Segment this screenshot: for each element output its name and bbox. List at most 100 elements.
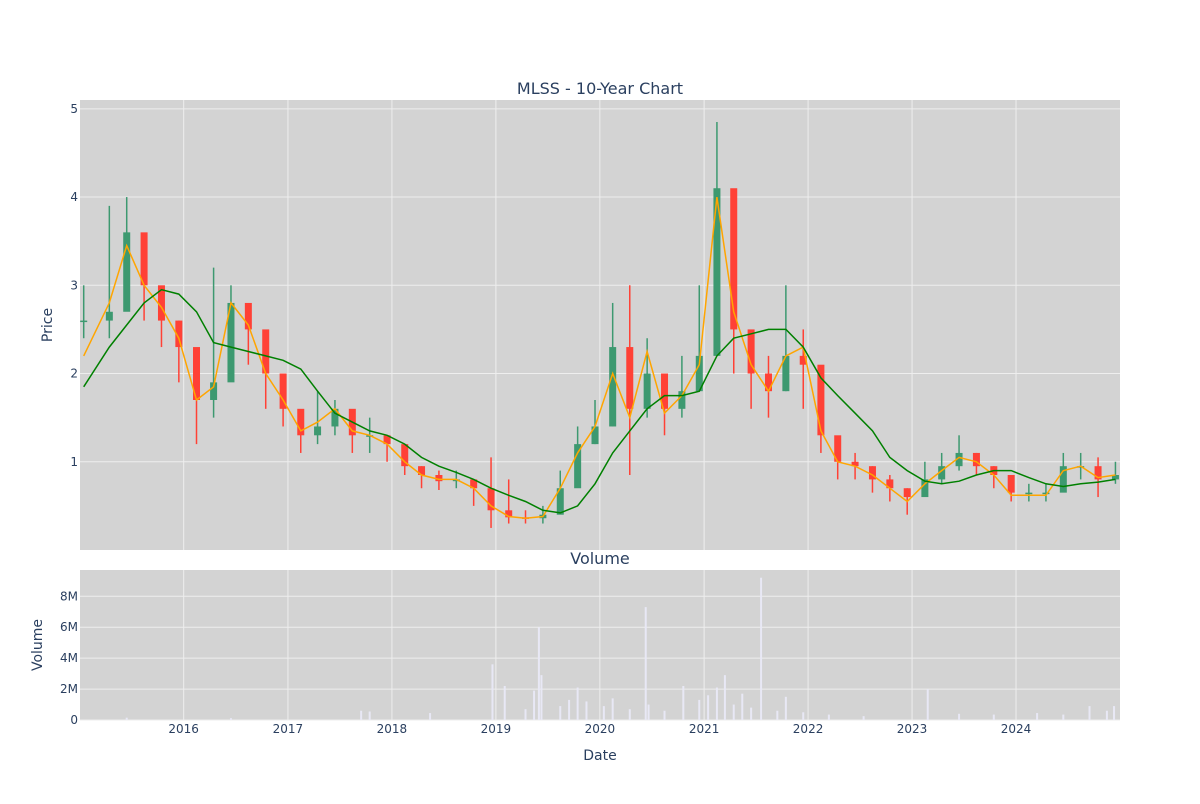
price-y-tick-label: 4 — [70, 190, 78, 204]
candle-body — [80, 320, 88, 323]
volume-bar — [559, 706, 562, 720]
candle-body — [799, 355, 807, 365]
volume-bar — [1088, 706, 1091, 720]
candle-body — [193, 347, 201, 400]
volume-bar — [682, 685, 685, 720]
candle-body — [1059, 466, 1067, 493]
candle-body — [383, 435, 391, 445]
volume-bar — [698, 699, 701, 720]
candle-body — [747, 329, 755, 374]
volume-bar — [663, 710, 666, 720]
volume-y-tick-label: 6M — [60, 620, 78, 634]
candle-body — [556, 488, 564, 515]
x-tick-label: 2018 — [377, 722, 408, 736]
volume-grid — [80, 570, 1120, 721]
volume-y-tick-label: 4M — [60, 651, 78, 665]
candle-body — [972, 452, 980, 467]
volume-bar — [628, 709, 631, 720]
volume-axis-title: Volume — [30, 619, 46, 671]
price-y-ticks: 1 2 3 4 5 — [70, 102, 78, 469]
price-y-tick-label: 1 — [70, 455, 78, 469]
volume-bar — [125, 717, 128, 720]
volume-bar — [802, 712, 805, 720]
candle-body — [955, 452, 963, 467]
candle-body — [470, 479, 478, 489]
candle-body — [279, 373, 287, 409]
candle-body — [661, 373, 669, 409]
price-axis-title: Price — [40, 308, 56, 342]
volume-bar — [602, 706, 605, 720]
candle-body — [626, 347, 634, 409]
candle-body — [418, 466, 426, 475]
candle-body — [401, 444, 409, 467]
candle-body — [244, 302, 252, 330]
volume-bar — [611, 698, 614, 720]
volume-bar — [576, 687, 579, 720]
x-tick-label: 2017 — [273, 722, 304, 736]
x-tick-label: 2019 — [481, 722, 512, 736]
candle-body — [435, 475, 443, 482]
candle-body — [591, 426, 599, 445]
volume-bar — [862, 716, 865, 720]
candle-body — [782, 355, 790, 392]
volume-y-tick-label: 0 — [70, 713, 78, 727]
volume-bar — [760, 577, 763, 720]
candle-body — [868, 466, 876, 480]
candle-body — [834, 435, 842, 462]
candle-body — [713, 188, 721, 356]
volume-bar — [537, 627, 540, 720]
price-y-tick-label: 3 — [70, 278, 78, 292]
volume-bar — [715, 687, 718, 720]
x-tick-label: 2016 — [168, 722, 199, 736]
volume-bar — [1113, 706, 1116, 720]
candle-body — [123, 232, 131, 312]
candle-body — [678, 391, 686, 409]
candle-body — [921, 479, 929, 498]
candle-body — [175, 320, 183, 348]
candle-body — [105, 311, 113, 321]
candle-body — [157, 285, 165, 321]
candle-body — [695, 355, 703, 392]
volume-bar — [1105, 710, 1108, 720]
candle-body — [903, 488, 911, 498]
x-tick-label: 2021 — [689, 722, 720, 736]
candle-body — [817, 364, 825, 436]
x-tick-label: 2023 — [897, 722, 928, 736]
candle-body — [1094, 466, 1102, 480]
candle-body — [140, 232, 148, 286]
x-tick-label: 2024 — [1001, 722, 1032, 736]
candle-body — [574, 444, 582, 489]
volume-bar — [992, 714, 995, 720]
price-grid — [80, 100, 1120, 550]
volume-bar — [524, 709, 527, 720]
volume-bar — [503, 685, 506, 720]
candlestick-series — [80, 122, 1119, 528]
volume-bar — [707, 695, 710, 720]
volume-bar — [229, 718, 232, 720]
volume-bar — [750, 707, 753, 720]
volume-bar — [1062, 714, 1065, 720]
date-axis-title: Date — [583, 748, 616, 764]
candle-body — [487, 488, 495, 511]
candle-body — [1025, 492, 1033, 495]
volume-bar — [644, 607, 647, 720]
price-y-tick-label: 5 — [70, 102, 78, 116]
x-tick-label: 2020 — [585, 722, 616, 736]
volume-bar — [1036, 713, 1039, 720]
volume-bar — [491, 664, 494, 720]
volume-bar — [360, 710, 363, 720]
volume-chart-title: Volume — [570, 549, 630, 568]
x-tick-label: 2022 — [793, 722, 824, 736]
volume-bar — [533, 690, 536, 720]
volume-y-tick-label: 2M — [60, 682, 78, 696]
candle-body — [1042, 492, 1050, 495]
candle-body — [609, 347, 617, 427]
long-moving-average-line — [83, 288, 1116, 514]
volume-bar — [776, 710, 779, 720]
candle-body — [505, 510, 513, 518]
volume-bar — [926, 689, 929, 720]
volume-bar-series — [125, 577, 1116, 720]
volume-y-ticks: 0 2M 4M 6M 8M — [60, 589, 78, 727]
